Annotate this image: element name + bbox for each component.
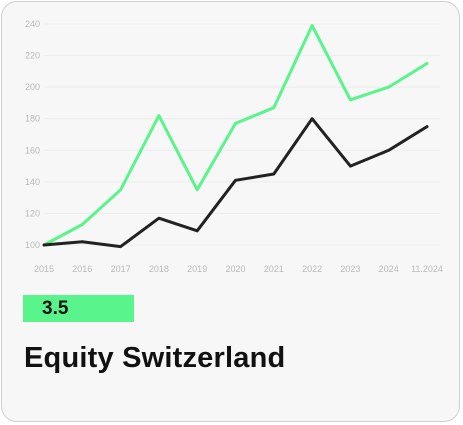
- series-1-point: [387, 85, 390, 89]
- series-2-point: [349, 164, 352, 168]
- series-2-point: [310, 117, 314, 120]
- series-2-point: [387, 149, 390, 152]
- y-tick-label: 180: [25, 114, 40, 124]
- series-1-point: [425, 62, 429, 65]
- x-tick-label: 2018: [149, 264, 169, 274]
- series-1-point: [119, 188, 122, 191]
- series-1-point: [349, 98, 352, 101]
- x-tick-label: 2016: [72, 264, 92, 274]
- x-axis-ticks: 2015 2016 2017 2018 2019 2020 2021 2022 2023 2024…: [34, 264, 443, 274]
- x-tick-label: 2023: [340, 264, 360, 274]
- rating-value: 3.5: [42, 298, 69, 319]
- rating-badge: 3.5: [23, 295, 134, 322]
- series-1-point: [234, 122, 237, 125]
- fund-title: Equity Switzerland: [24, 342, 286, 374]
- x-tick-label: 11.2024: [411, 264, 443, 274]
- x-tick-label: 2021: [264, 264, 284, 274]
- series-1-point: [81, 223, 84, 226]
- x-tick-label: 2017: [111, 264, 131, 274]
- series-2-point: [42, 243, 46, 247]
- series-1-point: [310, 24, 314, 27]
- series-1-point: [157, 114, 161, 117]
- x-tick-label: 2020: [225, 264, 245, 274]
- series-1-point: [196, 188, 199, 191]
- y-tick-label: 220: [25, 51, 40, 61]
- x-tick-label: 2015: [34, 264, 54, 274]
- series-2-point: [81, 240, 84, 244]
- y-tick-label: 160: [25, 145, 40, 155]
- y-tick-label: 100: [25, 240, 40, 250]
- series-2-point: [119, 245, 122, 248]
- series-2-point: [234, 179, 237, 182]
- series-line-2: [42, 117, 429, 249]
- chart-series: [42, 24, 429, 249]
- series-2-point: [157, 216, 161, 220]
- y-tick-label: 120: [25, 208, 40, 218]
- x-tick-label: 2019: [187, 264, 207, 274]
- y-tick-label: 240: [25, 19, 40, 29]
- x-tick-label: 2024: [379, 264, 399, 274]
- chart-grid: [44, 23, 440, 246]
- series-2-point: [196, 229, 199, 232]
- series-1-point: [272, 106, 275, 109]
- y-tick-label: 140: [25, 177, 40, 187]
- series-2-point: [425, 125, 429, 128]
- y-axis-ticks: 100 120 140 160 180 200 220 240: [25, 19, 40, 250]
- series-line-1: [42, 24, 429, 247]
- x-tick-label: 2022: [302, 264, 322, 274]
- y-tick-label: 200: [25, 82, 40, 92]
- series-2-point: [272, 172, 275, 176]
